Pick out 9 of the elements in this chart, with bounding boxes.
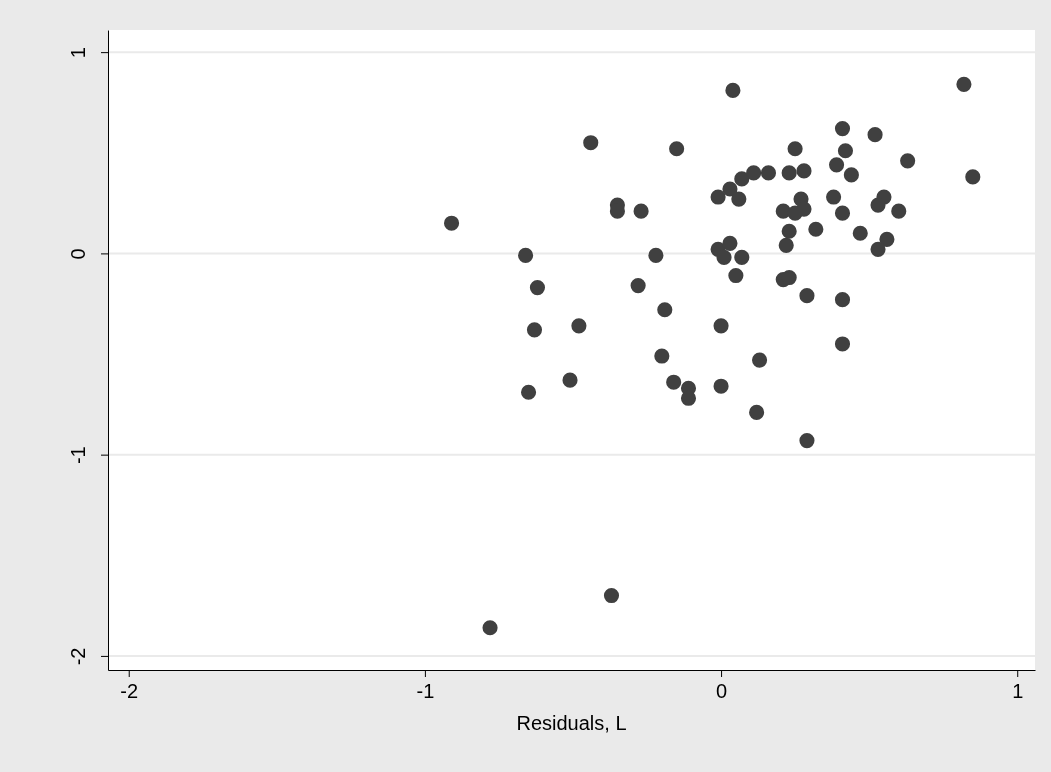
y-tick-label: -2 bbox=[67, 647, 89, 666]
y-tick-label: 1 bbox=[67, 47, 89, 59]
x-tick-label: 0 bbox=[716, 680, 728, 702]
x-tick-label: -2 bbox=[120, 680, 139, 702]
x-axis-title: Residuals, L bbox=[516, 712, 627, 734]
y-tick-label: -1 bbox=[67, 446, 89, 465]
x-tick-label: -1 bbox=[416, 680, 435, 702]
x-tick-label: 1 bbox=[1012, 680, 1024, 702]
y-tick-label: 0 bbox=[67, 248, 89, 260]
